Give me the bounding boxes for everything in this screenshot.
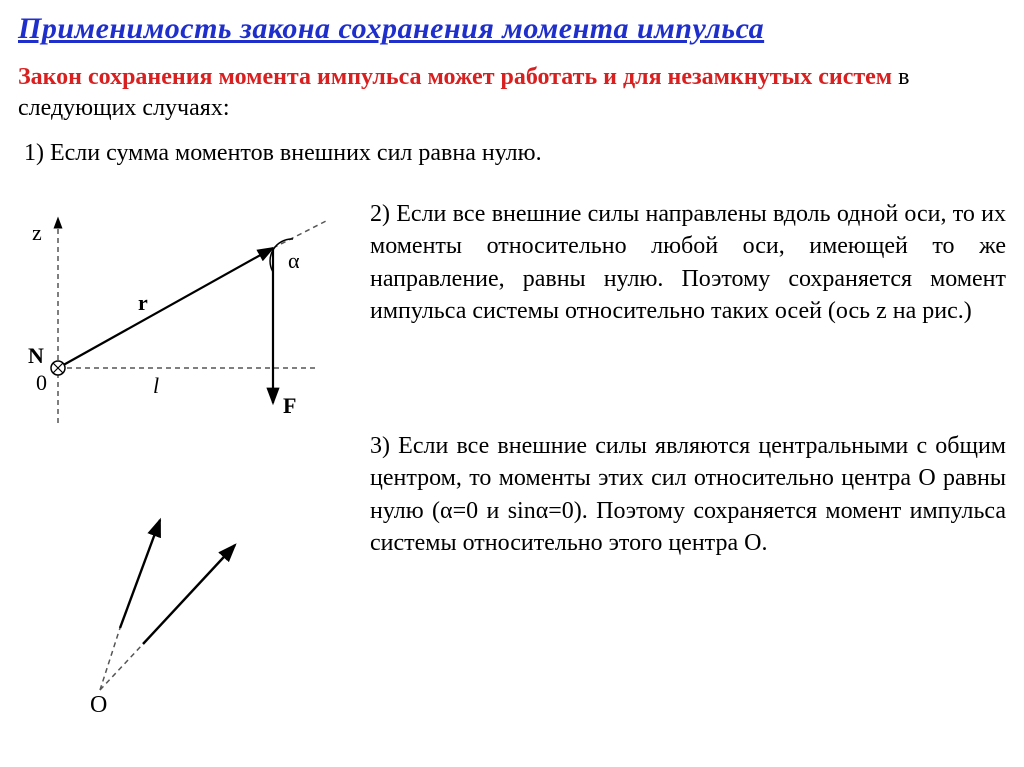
- point-2: 2) Если все внешние силы направлены вдол…: [370, 198, 1006, 328]
- point-3: 3) Если все внешние силы являются центра…: [370, 430, 1006, 560]
- label-z: z: [32, 220, 42, 245]
- subtitle: Закон сохранения момента импульса может …: [18, 62, 1004, 124]
- label-F: F: [283, 393, 296, 418]
- subtitle-highlight: Закон сохранения момента импульса может …: [18, 64, 892, 90]
- label-O: O: [90, 692, 107, 718]
- diagram-axis: z N 0 r l F α: [18, 198, 348, 428]
- label-zero: 0: [36, 370, 47, 395]
- diagram-central: O: [60, 500, 290, 720]
- label-l: l: [153, 373, 159, 398]
- point-1: 1) Если сумма моментов внешних сил равна…: [24, 140, 1004, 167]
- page-title: Применимость закона сохранения момента и…: [18, 12, 1006, 46]
- label-r: r: [138, 290, 148, 315]
- label-N: N: [28, 343, 44, 368]
- label-alpha: α: [288, 248, 300, 273]
